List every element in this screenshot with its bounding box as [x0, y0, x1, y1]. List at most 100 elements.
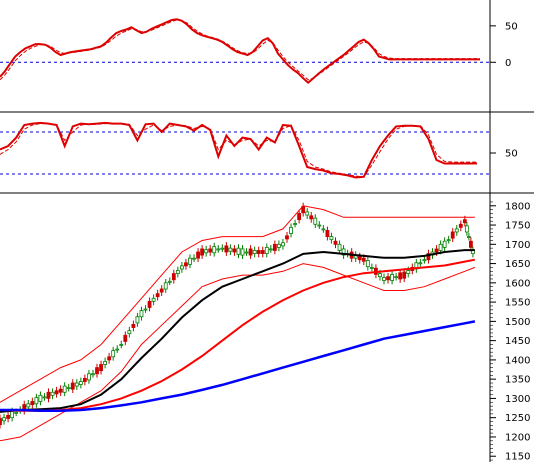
candle-body — [99, 364, 103, 372]
candle-body — [434, 248, 439, 253]
candle-body — [34, 397, 39, 405]
y-tick-label: 1750 — [505, 221, 530, 232]
upper-oscillator-panel: 50 0 — [0, 0, 518, 110]
candle-body — [216, 248, 221, 251]
y-tick-label: 1800 — [505, 201, 530, 212]
candle-body — [111, 350, 116, 358]
candle-body — [208, 248, 213, 253]
candle-body — [151, 297, 156, 302]
candle-body — [426, 253, 431, 261]
candle-body — [95, 367, 99, 375]
candle-body — [446, 239, 451, 242]
candle-body — [309, 215, 314, 220]
candle-body — [50, 391, 55, 396]
candle-body — [6, 414, 10, 419]
candle-body — [14, 411, 19, 414]
y-tick-label: 1150 — [505, 452, 530, 462]
candle-body — [469, 240, 473, 248]
candle-body — [256, 250, 261, 254]
price-panel-y-axis: 1800 1750 1700 1650 1600 1550 1500 1450 1400 1350… — [490, 201, 530, 462]
candle-body — [139, 310, 144, 318]
candle-body — [390, 273, 394, 281]
candle-body — [378, 273, 382, 278]
candle-body — [54, 390, 59, 395]
y-tick-label: 50 — [505, 21, 518, 32]
candle-body — [46, 391, 51, 399]
candle-body — [204, 249, 209, 254]
candle-body — [365, 260, 370, 268]
series-line-3 — [0, 249, 475, 413]
candle-body — [82, 377, 87, 382]
candle-body — [10, 411, 15, 419]
candle-body — [277, 243, 281, 248]
candle-body — [179, 265, 184, 270]
candle-body — [224, 245, 229, 253]
upper-panel-y-axis: 50 0 — [490, 21, 518, 69]
candle-body — [119, 344, 124, 346]
candle-body — [232, 248, 237, 253]
y-tick-label: 1450 — [505, 336, 530, 347]
price-panel-frame — [0, 198, 490, 462]
candle-body — [87, 373, 91, 381]
candle-body — [464, 225, 469, 233]
candle-body — [159, 288, 164, 293]
candle-body — [442, 240, 447, 248]
candle-body — [248, 248, 253, 256]
y-tick-label: 1650 — [505, 259, 530, 270]
candle-body — [212, 246, 217, 254]
candle-body — [147, 300, 152, 308]
candle-body — [143, 308, 148, 311]
candle-body — [196, 251, 200, 259]
candle-body — [240, 248, 245, 256]
candle-body — [386, 276, 390, 281]
candle-body — [281, 242, 285, 247]
candle-body — [184, 262, 188, 267]
candle-body — [260, 250, 265, 254]
y-tick-label: 50 — [505, 149, 518, 160]
candle-body — [325, 230, 330, 238]
candle-body — [402, 271, 407, 279]
candle-body — [285, 235, 289, 240]
candle-body — [317, 224, 322, 227]
candle-body — [58, 388, 63, 393]
series-line-1 — [0, 19, 480, 81]
candle-body — [438, 243, 443, 251]
candle-body — [155, 293, 160, 298]
series-line-1 — [0, 205, 475, 403]
candle-body — [70, 382, 75, 390]
candlestick-series — [0, 202, 475, 429]
candle-body — [341, 248, 346, 256]
candle-body — [38, 394, 43, 402]
y-tick-label: 1500 — [505, 317, 530, 328]
candle-body — [26, 403, 31, 408]
y-tick-label: 1550 — [505, 298, 530, 309]
candle-body — [272, 243, 277, 251]
candle-body — [115, 348, 120, 351]
candle-body — [228, 247, 233, 252]
candle-body — [91, 373, 95, 376]
candle-body — [103, 361, 107, 365]
candle-body — [163, 282, 168, 290]
series-line-4 — [0, 258, 476, 412]
middle-panel-y-axis: 50 — [490, 149, 518, 160]
y-tick-label: 1250 — [505, 413, 530, 424]
price-panel-plot — [0, 202, 476, 442]
candle-body — [264, 246, 269, 254]
candle-body — [293, 223, 297, 225]
candle-body — [268, 248, 273, 251]
candle-body — [406, 270, 411, 274]
series-line-2 — [0, 263, 476, 442]
candle-body — [361, 257, 366, 262]
candle-body — [418, 262, 423, 265]
candle-body — [78, 381, 83, 385]
candle-body — [123, 334, 128, 342]
y-tick-label: 0 — [505, 58, 511, 69]
y-tick-label: 1300 — [505, 394, 530, 405]
candle-body — [450, 231, 455, 239]
candle-body — [454, 228, 459, 233]
series-line-0 — [0, 18, 480, 85]
series-line-0 — [0, 121, 477, 179]
candle-body — [382, 277, 386, 281]
